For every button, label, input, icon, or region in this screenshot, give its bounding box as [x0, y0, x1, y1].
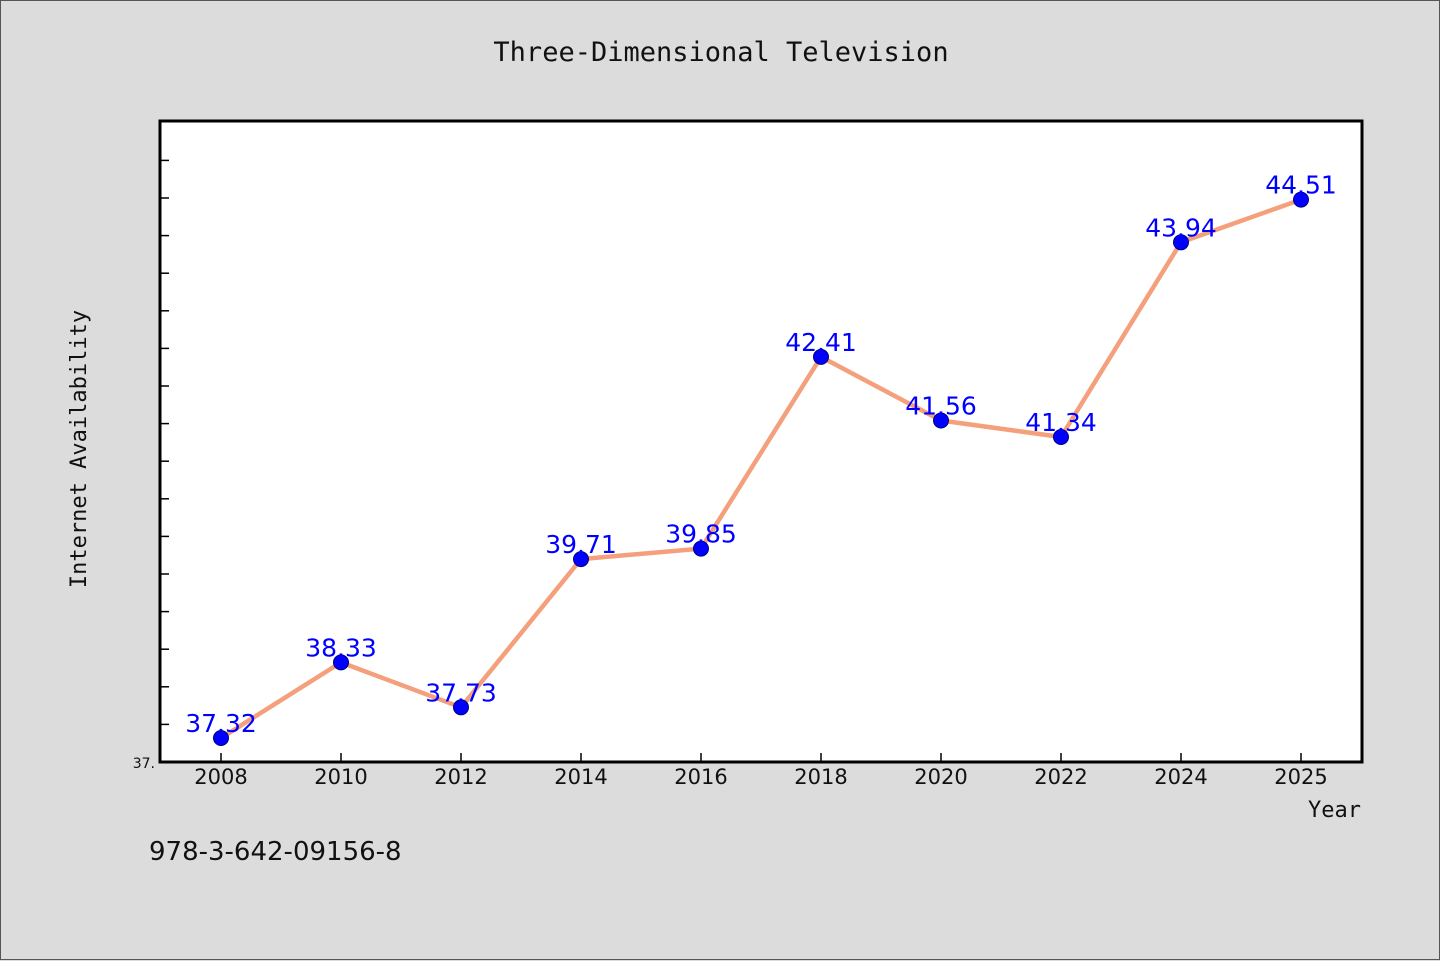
data-point [1053, 429, 1069, 445]
data-point [1293, 191, 1309, 208]
footer-code: 978-3-642-09156-8 [149, 837, 402, 867]
x-tick-label: 2016 [674, 765, 727, 789]
series-line [218, 197, 1304, 741]
data-point [813, 348, 829, 365]
data-label: 41.34 [1025, 408, 1097, 437]
x-tick-label: 2025 [1274, 765, 1327, 789]
x-tick-label: 2010 [314, 765, 367, 789]
data-point [573, 551, 589, 568]
x-tick-label: 2018 [794, 765, 847, 789]
data-label: 39.71 [545, 530, 617, 559]
data-labels: 37.32 38.33 37.73 39.71 39.85 42.41 41.56 41.34… [185, 171, 1337, 738]
x-axis-ticks [220, 753, 1302, 762]
data-label: 43.94 [1145, 213, 1217, 242]
data-label: 44.51 [1265, 171, 1337, 200]
x-tick-label: 2020 [914, 765, 967, 789]
data-point [213, 730, 229, 746]
data-point [1173, 234, 1189, 251]
data-point [693, 540, 709, 557]
x-tick-label: 2022 [1034, 765, 1087, 789]
data-label: 38.33 [305, 633, 377, 662]
x-tick-labels: 2008 2010 2012 2014 2016 2018 2020 2022 2024 2025 [194, 765, 1327, 789]
plot-area [158, 119, 1364, 764]
data-point [333, 654, 349, 671]
data-label: 39.85 [665, 520, 737, 549]
x-tick-label: 2012 [434, 765, 487, 789]
data-label: 37.73 [425, 678, 497, 707]
x-tick-label: 2024 [1154, 765, 1207, 789]
y-tick-label: 37. [133, 756, 155, 772]
x-tick-label: 2014 [554, 765, 607, 789]
x-tick-label: 2008 [194, 765, 247, 789]
series-line-group [218, 197, 1304, 741]
series-markers [213, 191, 1309, 746]
y-axis-ticks [160, 159, 169, 763]
x-axis-title: Year [1308, 798, 1361, 823]
chart-title: Three-Dimensional Television [493, 37, 948, 68]
data-label: 37.32 [185, 709, 257, 738]
data-label: 41.56 [905, 392, 977, 421]
data-point [933, 412, 949, 429]
y-axis-title: Internet Availability [67, 310, 92, 588]
data-point [453, 699, 469, 716]
data-label: 42.41 [785, 328, 857, 357]
